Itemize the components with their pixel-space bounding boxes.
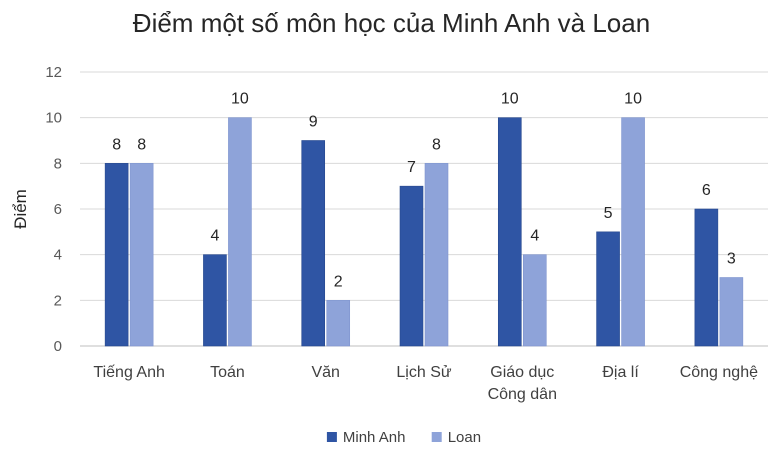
data-label: 9 [309,114,318,131]
legend-swatch [326,432,337,442]
x-tick-label: Văn [311,364,339,381]
bar [326,300,351,347]
legend-label: Minh Anh [343,429,406,446]
data-label: 10 [624,91,642,108]
bar [694,208,719,347]
data-label: 8 [137,136,146,153]
bar [522,254,547,347]
bar [719,277,744,347]
y-tick-label: 12 [45,64,62,81]
data-label: 7 [407,159,416,176]
x-tick-label: Lịch Sử [396,364,451,381]
data-label: 5 [604,205,613,222]
x-tick-label: Tiếng Anh [93,364,164,381]
bar [104,163,129,347]
y-tick-label: 6 [54,201,62,218]
bar [621,117,645,347]
bar [203,254,227,347]
data-label: 4 [210,228,219,245]
legend-swatch [431,432,442,442]
data-label: 10 [501,91,519,108]
legend-label: Loan [448,429,481,446]
data-label: 8 [432,136,441,153]
bar [497,117,522,347]
data-label: 3 [727,251,736,268]
y-tick-label: 10 [45,110,62,127]
y-tick-label: 0 [54,338,62,355]
data-label: 6 [702,182,711,199]
bar [301,140,326,347]
data-label: 4 [530,228,539,245]
x-tick-label: Địa lí [602,364,639,381]
bar [596,231,620,347]
x-tick-label: Giáo dục [490,364,554,381]
y-tick-label: 4 [54,247,62,264]
bar [129,163,154,347]
chart-title: Điểm một số môn học của Minh Anh và Loan [132,8,651,38]
y-tick-label: 8 [54,155,62,172]
bar [228,117,252,347]
x-tick-label: Công nghệ [680,364,758,381]
y-axis-title: Điểm [11,189,30,229]
x-tick-label: Công dân [488,386,557,403]
bar [399,185,424,347]
x-tick-label: Toán [210,364,245,381]
bar [424,163,449,347]
data-label: 2 [334,273,343,290]
data-label: 8 [112,136,121,153]
y-tick-label: 2 [54,292,62,309]
data-label: 10 [231,91,249,108]
